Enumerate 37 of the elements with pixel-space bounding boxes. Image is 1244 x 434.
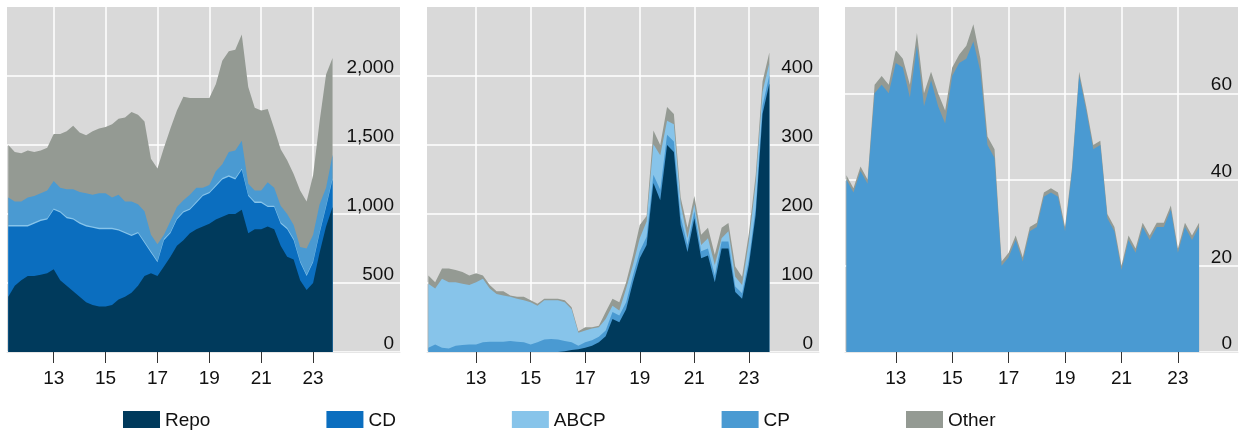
legend-label: Repo (165, 409, 211, 430)
x-tick-label: 19 (629, 367, 651, 388)
x-tick-label: 17 (998, 367, 1020, 388)
y-tick-label: 300 (781, 125, 813, 146)
y-tick-label: 20 (1210, 245, 1232, 267)
y-tick-label: 100 (781, 263, 813, 284)
x-tick-label: 21 (250, 367, 272, 388)
x-tick-label: 15 (95, 367, 117, 388)
x-tick-label: 17 (146, 367, 169, 388)
y-tick-label: 60 (1210, 73, 1232, 95)
y-tick-label: 1,500 (346, 125, 394, 146)
x-tick-label: 13 (885, 367, 907, 388)
x-tick-label: 13 (43, 367, 65, 388)
y-tick-label: 500 (362, 263, 394, 284)
x-tick-label: 15 (520, 367, 542, 388)
x-tick-label: 23 (738, 367, 760, 388)
y-tick-label: 1,000 (346, 194, 394, 215)
x-tick-label: 23 (1167, 367, 1189, 388)
y-tick-label: 40 (1210, 159, 1232, 181)
y-tick-label: 0 (802, 332, 813, 353)
legend-label: Other (948, 409, 997, 430)
y-tick-label: 200 (781, 194, 813, 215)
x-tick-label: 23 (302, 367, 324, 388)
x-tick-label: 15 (941, 367, 963, 388)
legend-label: ABCP (553, 409, 606, 430)
x-tick-label: 19 (198, 367, 220, 388)
x-tick-label: 21 (1110, 367, 1133, 388)
y-tick-label: 0 (1221, 332, 1232, 353)
legend-label: CD (368, 409, 396, 430)
x-tick-label: 21 (683, 367, 705, 388)
y-tick-label: 2,000 (346, 56, 394, 77)
legend-label: CP (763, 409, 791, 430)
y-tick-label: 400 (781, 56, 813, 77)
y-tick-label: 0 (383, 332, 394, 353)
x-tick-label: 13 (465, 367, 487, 388)
x-tick-label: 19 (1054, 367, 1076, 388)
x-tick-label: 17 (574, 367, 596, 388)
